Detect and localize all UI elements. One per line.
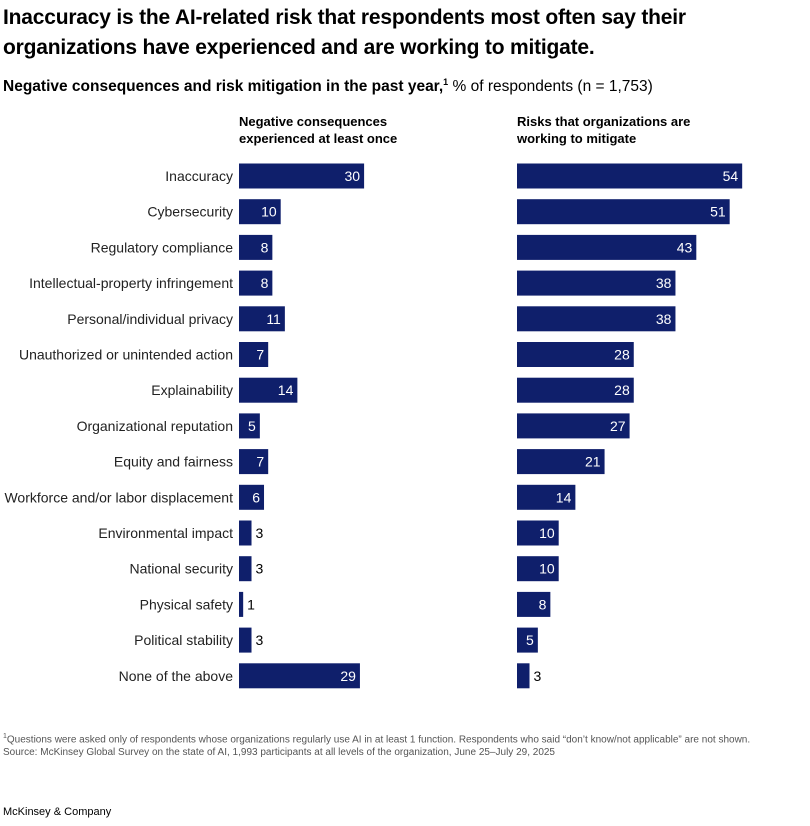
bar: [239, 663, 360, 689]
bar: [239, 413, 260, 439]
bar: [517, 627, 538, 653]
bar: [517, 199, 730, 225]
data-label: 6: [252, 489, 260, 505]
category-label: None of the above: [119, 668, 234, 684]
footnote-source: Source: McKinsey Global Survey on the st…: [3, 746, 555, 758]
bar: [517, 520, 559, 546]
bar: [239, 556, 252, 582]
data-label: 43: [677, 239, 693, 255]
data-label: 10: [539, 561, 555, 577]
data-label: 7: [256, 347, 264, 363]
bar: [517, 270, 676, 296]
bar: [239, 163, 365, 189]
bar: [517, 413, 630, 439]
bar: [517, 342, 634, 367]
bar: [517, 163, 743, 189]
bar: [239, 377, 298, 403]
category-label: Intellectual-property infringement: [29, 275, 233, 291]
bar: [239, 484, 265, 510]
bar: [517, 556, 559, 582]
data-label: 3: [256, 632, 264, 648]
bar: [239, 520, 252, 546]
data-label: 5: [248, 418, 256, 434]
data-label: 29: [340, 668, 356, 684]
bar-chart: Inaccuracy Cybersecurity Regulatory compli…: [4, 163, 743, 689]
subtitle-bold: Negative consequences and risk mitigatio…: [3, 78, 444, 95]
data-label: 38: [656, 275, 672, 291]
data-label: 38: [656, 311, 672, 327]
category-label: Unauthorized or unintended action: [19, 347, 233, 363]
headline: Inaccuracy is the AI-related risk that r…: [3, 6, 686, 59]
footnote-mark: 1: [3, 733, 7, 740]
chart-subtitle: Negative consequences and risk mitigatio…: [3, 77, 653, 96]
footnote-note: 1Questions were asked only of respondent…: [3, 731, 803, 747]
bar: [517, 663, 530, 689]
category-label: Organizational reputation: [77, 418, 233, 434]
right-panel-bars: 54 51 43 38 38 28 28 27 21 14 10 10 8 5 3: [517, 163, 743, 689]
data-label: 54: [723, 168, 739, 184]
subtitle-rest: % of respondents (n = 1,753): [448, 78, 653, 95]
data-label: 27: [610, 418, 626, 434]
data-label: 3: [534, 668, 542, 684]
data-label: 3: [256, 525, 264, 541]
brand-logo: McKinsey & Company: [3, 806, 112, 818]
bar: [239, 627, 252, 653]
data-label: 8: [539, 596, 547, 612]
left-panel-bars: 30 10 8 8 11 7 14 5 7 6 3 3 1 3 29: [239, 163, 365, 689]
bar: [239, 591, 244, 617]
data-label: 11: [266, 311, 281, 327]
category-label: Personal/individual privacy: [67, 311, 233, 327]
data-label: 10: [261, 204, 277, 220]
data-label: 28: [614, 382, 630, 398]
bar: [517, 449, 605, 475]
data-label: 8: [261, 239, 269, 255]
category-label: Workforce and/or labor displacement: [4, 489, 233, 505]
left-panel-title: Negative consequences experienced at lea…: [239, 114, 398, 146]
bar: [239, 306, 285, 332]
bar: [517, 306, 676, 332]
data-label: 7: [256, 454, 264, 470]
bar: [239, 342, 269, 367]
bar: [239, 449, 269, 475]
data-label: 1: [247, 596, 255, 612]
category-label: National security: [130, 561, 234, 577]
footnotes: 1Questions were asked only of respondent…: [3, 731, 803, 759]
data-label: 14: [278, 382, 294, 398]
bar: [517, 234, 697, 260]
data-label: 51: [710, 204, 726, 220]
category-label: Physical safety: [140, 596, 233, 612]
category-label: Explainability: [151, 382, 233, 398]
data-label: 8: [261, 275, 269, 291]
category-label: Cybersecurity: [147, 204, 233, 220]
bar: [517, 591, 551, 617]
data-label: 14: [556, 489, 572, 505]
data-label: 30: [345, 168, 361, 184]
data-label: 10: [539, 525, 555, 541]
data-label: 5: [526, 632, 534, 648]
category-label: Inaccuracy: [165, 168, 233, 184]
right-panel-title: Risks that organizations are working to …: [517, 114, 691, 146]
category-label: Political stability: [134, 632, 233, 648]
category-label: Equity and fairness: [114, 454, 233, 470]
data-label: 3: [256, 561, 264, 577]
subtitle-footnote-mark: 1: [443, 77, 449, 87]
footnote-text: Questions were asked only of respondents…: [6, 734, 751, 746]
category-label: Regulatory compliance: [91, 239, 234, 255]
bar: [517, 484, 576, 510]
bar: [239, 199, 281, 225]
bar: [239, 234, 273, 260]
bar: [239, 270, 273, 296]
bar: [517, 377, 634, 403]
data-label: 21: [585, 454, 601, 470]
category-label: Environmental impact: [98, 525, 233, 541]
data-label: 28: [614, 347, 630, 363]
